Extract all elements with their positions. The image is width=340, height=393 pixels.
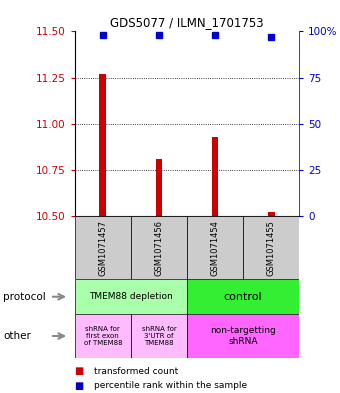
Text: shRNA for
first exon
of TMEM88: shRNA for first exon of TMEM88 — [84, 326, 122, 346]
Bar — [75, 216, 131, 279]
Text: TMEM88 depletion: TMEM88 depletion — [89, 292, 173, 301]
Bar — [187, 314, 299, 358]
Text: other: other — [3, 331, 31, 341]
Bar — [100, 74, 106, 216]
Bar — [75, 314, 131, 358]
Title: GDS5077 / ILMN_1701753: GDS5077 / ILMN_1701753 — [110, 16, 264, 29]
Bar — [131, 314, 187, 358]
Bar — [243, 216, 299, 279]
Bar — [212, 137, 218, 216]
Text: non-targetting
shRNA: non-targetting shRNA — [210, 326, 276, 346]
Text: GSM1071456: GSM1071456 — [154, 220, 164, 275]
Text: GSM1071455: GSM1071455 — [267, 220, 276, 275]
Text: ■: ■ — [75, 381, 87, 391]
Text: control: control — [224, 292, 262, 302]
Bar — [131, 216, 187, 279]
Bar — [156, 159, 162, 216]
Text: shRNA for
3'UTR of
TMEM88: shRNA for 3'UTR of TMEM88 — [141, 326, 176, 346]
Text: percentile rank within the sample: percentile rank within the sample — [94, 382, 246, 390]
Text: protocol: protocol — [3, 292, 46, 302]
Text: GSM1071454: GSM1071454 — [210, 220, 220, 275]
Bar — [75, 279, 187, 314]
Text: ■: ■ — [75, 366, 87, 376]
Text: transformed count: transformed count — [94, 367, 178, 376]
Bar — [187, 279, 299, 314]
Bar — [268, 213, 274, 216]
Bar — [187, 216, 243, 279]
Text: GSM1071457: GSM1071457 — [98, 220, 107, 275]
